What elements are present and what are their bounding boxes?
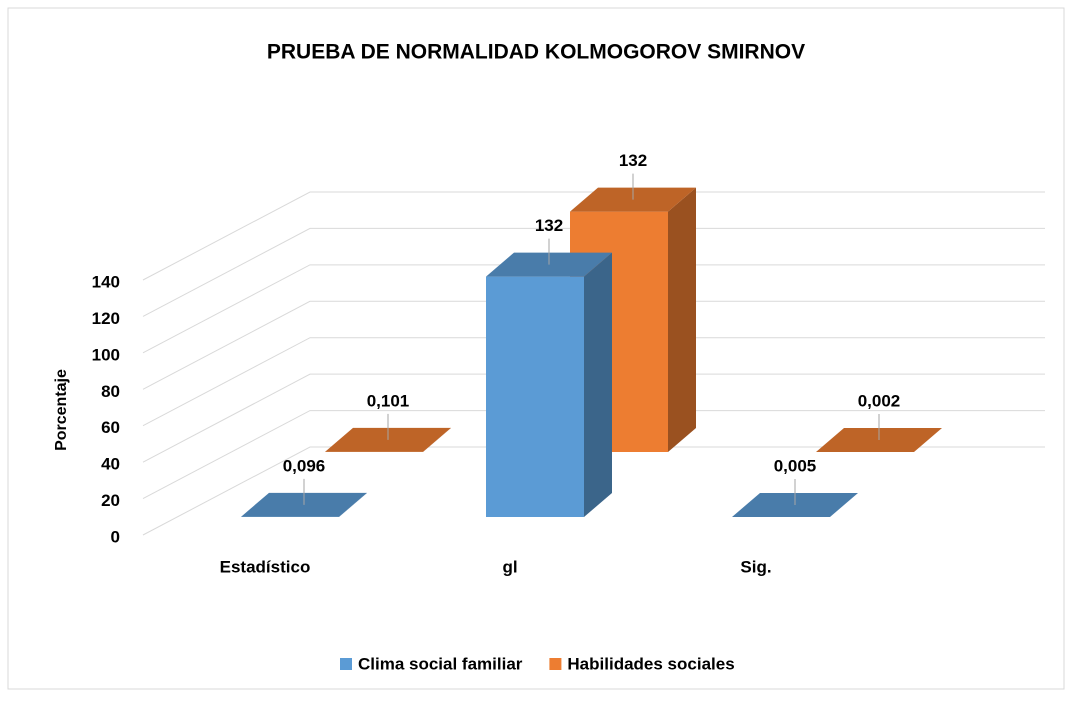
y-tick-label: 80 [101,382,120,401]
data-label: 132 [535,216,563,235]
bar-side [668,188,696,452]
data-label: 132 [619,151,647,170]
y-tick-label: 20 [101,491,120,510]
y-tick-label: 120 [92,309,120,328]
y-tick-label: 0 [111,527,120,546]
bar-front [486,277,584,517]
legend-label: Habilidades sociales [567,654,734,673]
data-label: 0,101 [367,391,410,410]
y-tick-label: 60 [101,418,120,437]
y-tick-label: 40 [101,455,120,474]
data-label: 0,096 [283,456,326,475]
x-tick-label: gl [502,557,517,576]
y-tick-label: 140 [92,272,120,291]
legend-swatch [549,658,561,670]
data-label: 0,005 [774,456,817,475]
y-axis-title: Porcentaje [53,369,70,451]
y-tick-label: 100 [92,345,120,364]
x-tick-label: Sig. [740,557,771,576]
bar [486,253,612,517]
data-label: 0,002 [858,391,901,410]
legend-label: Clima social familiar [358,654,523,673]
bar-side [584,253,612,517]
legend-swatch [340,658,352,670]
x-tick-label: Estadístico [220,557,311,576]
chart-title: PRUEBA DE NORMALIDAD KOLMOGOROV SMIRNOV [267,41,805,64]
